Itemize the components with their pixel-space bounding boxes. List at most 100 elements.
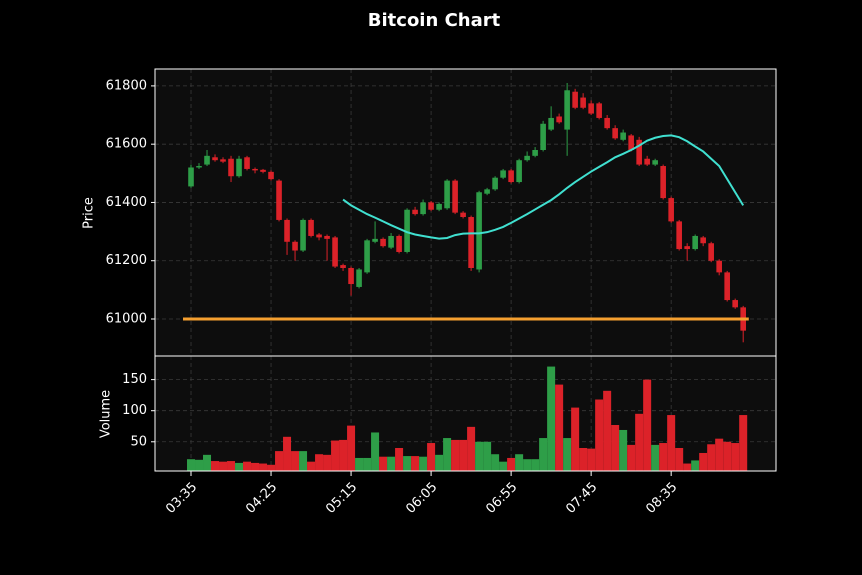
volume-bar xyxy=(451,439,460,471)
volume-bar xyxy=(715,438,724,471)
candle-body xyxy=(652,160,658,165)
volume-bar xyxy=(611,425,620,471)
candle-body xyxy=(316,234,322,238)
volume-bar xyxy=(275,451,284,471)
volume-bar xyxy=(707,444,716,471)
candle-body xyxy=(516,160,522,183)
volume-bar xyxy=(547,366,556,471)
candle-body xyxy=(500,170,506,178)
volume-bar xyxy=(299,451,308,471)
volume-bar xyxy=(483,441,492,471)
candle-body xyxy=(460,212,466,218)
volume-bar xyxy=(531,459,540,471)
candle-body xyxy=(468,217,474,269)
volume-bar xyxy=(339,439,348,471)
volume-bar xyxy=(387,456,396,471)
candle-body xyxy=(708,243,714,261)
candle-body xyxy=(700,237,706,244)
candle-body xyxy=(204,155,210,165)
candle-body xyxy=(292,241,298,251)
candle-body xyxy=(268,171,274,180)
volume-bar xyxy=(243,461,252,471)
volume-bar xyxy=(643,379,652,471)
volume-bar xyxy=(411,456,420,471)
candle-body xyxy=(676,221,682,250)
candle-body xyxy=(372,238,378,242)
candle-body xyxy=(612,128,618,139)
y-tick-label: 100 xyxy=(122,403,147,418)
candle-body xyxy=(308,219,314,236)
volume-bar xyxy=(731,443,740,471)
candle-body xyxy=(260,169,266,172)
candle-body xyxy=(212,157,218,161)
volume-bar xyxy=(211,461,220,471)
volume-bar xyxy=(563,438,572,471)
y-tick-label: 61800 xyxy=(106,78,147,93)
volume-bar xyxy=(355,457,364,471)
candle-body xyxy=(716,260,722,273)
candle-body xyxy=(532,150,538,156)
candle-body xyxy=(396,235,402,252)
volume-bar xyxy=(307,461,316,471)
volume-bar xyxy=(395,448,404,471)
candle-body xyxy=(324,235,330,239)
candle-body xyxy=(724,272,730,301)
y-tick-label: 61000 xyxy=(106,311,147,326)
candle-body xyxy=(236,158,242,177)
volume-bar xyxy=(539,438,548,471)
candle-body xyxy=(564,90,570,130)
candle-body xyxy=(620,132,626,140)
candle-body xyxy=(588,103,594,114)
candle-body xyxy=(428,202,434,210)
volume-bar xyxy=(619,429,628,471)
candle-body xyxy=(476,192,482,270)
candle-body xyxy=(692,235,698,250)
candle-body xyxy=(604,117,610,129)
candle-body xyxy=(636,139,642,165)
volume-bar xyxy=(227,461,236,471)
volume-bar xyxy=(195,459,204,471)
volume-bar xyxy=(499,461,508,471)
candle-body xyxy=(540,123,546,151)
volume-bar xyxy=(587,448,596,471)
candle-body xyxy=(300,219,306,251)
volume-bar xyxy=(627,444,636,471)
volume-bar xyxy=(283,436,292,471)
volume-bar xyxy=(443,438,452,471)
chart-title: Bitcoin Chart xyxy=(368,10,501,31)
candle-body xyxy=(492,177,498,190)
volume-bar xyxy=(723,441,732,471)
candle-body xyxy=(732,300,738,308)
candle-body xyxy=(508,170,514,183)
volume-bar xyxy=(371,432,380,471)
price-panel xyxy=(155,69,776,356)
candle-body xyxy=(356,269,362,287)
volume-bar xyxy=(675,448,684,471)
volume-bar xyxy=(363,457,372,471)
candle-body xyxy=(412,209,418,215)
candle-body xyxy=(420,202,426,215)
candle-body xyxy=(668,198,674,222)
volume-bar xyxy=(699,452,708,471)
candle-body xyxy=(484,189,490,194)
y-tick-label: 61200 xyxy=(106,253,147,268)
candle-body xyxy=(252,168,258,171)
candle-body xyxy=(444,180,450,209)
candle-body xyxy=(660,166,666,199)
candle-body xyxy=(556,116,562,123)
volume-bar xyxy=(523,459,532,471)
volume-bar xyxy=(267,464,276,471)
volume-bar xyxy=(571,407,580,471)
candle-body xyxy=(404,209,410,252)
candle-body xyxy=(228,158,234,177)
volume-bar xyxy=(491,454,500,471)
candle-body xyxy=(380,238,386,247)
volume-bar xyxy=(331,440,340,471)
volume-bar xyxy=(475,441,484,471)
y-tick-label: 61600 xyxy=(106,137,147,152)
volume-bar xyxy=(427,443,436,471)
volume-bar xyxy=(235,462,244,471)
candle-body xyxy=(644,158,650,165)
volume-bar xyxy=(683,463,692,471)
